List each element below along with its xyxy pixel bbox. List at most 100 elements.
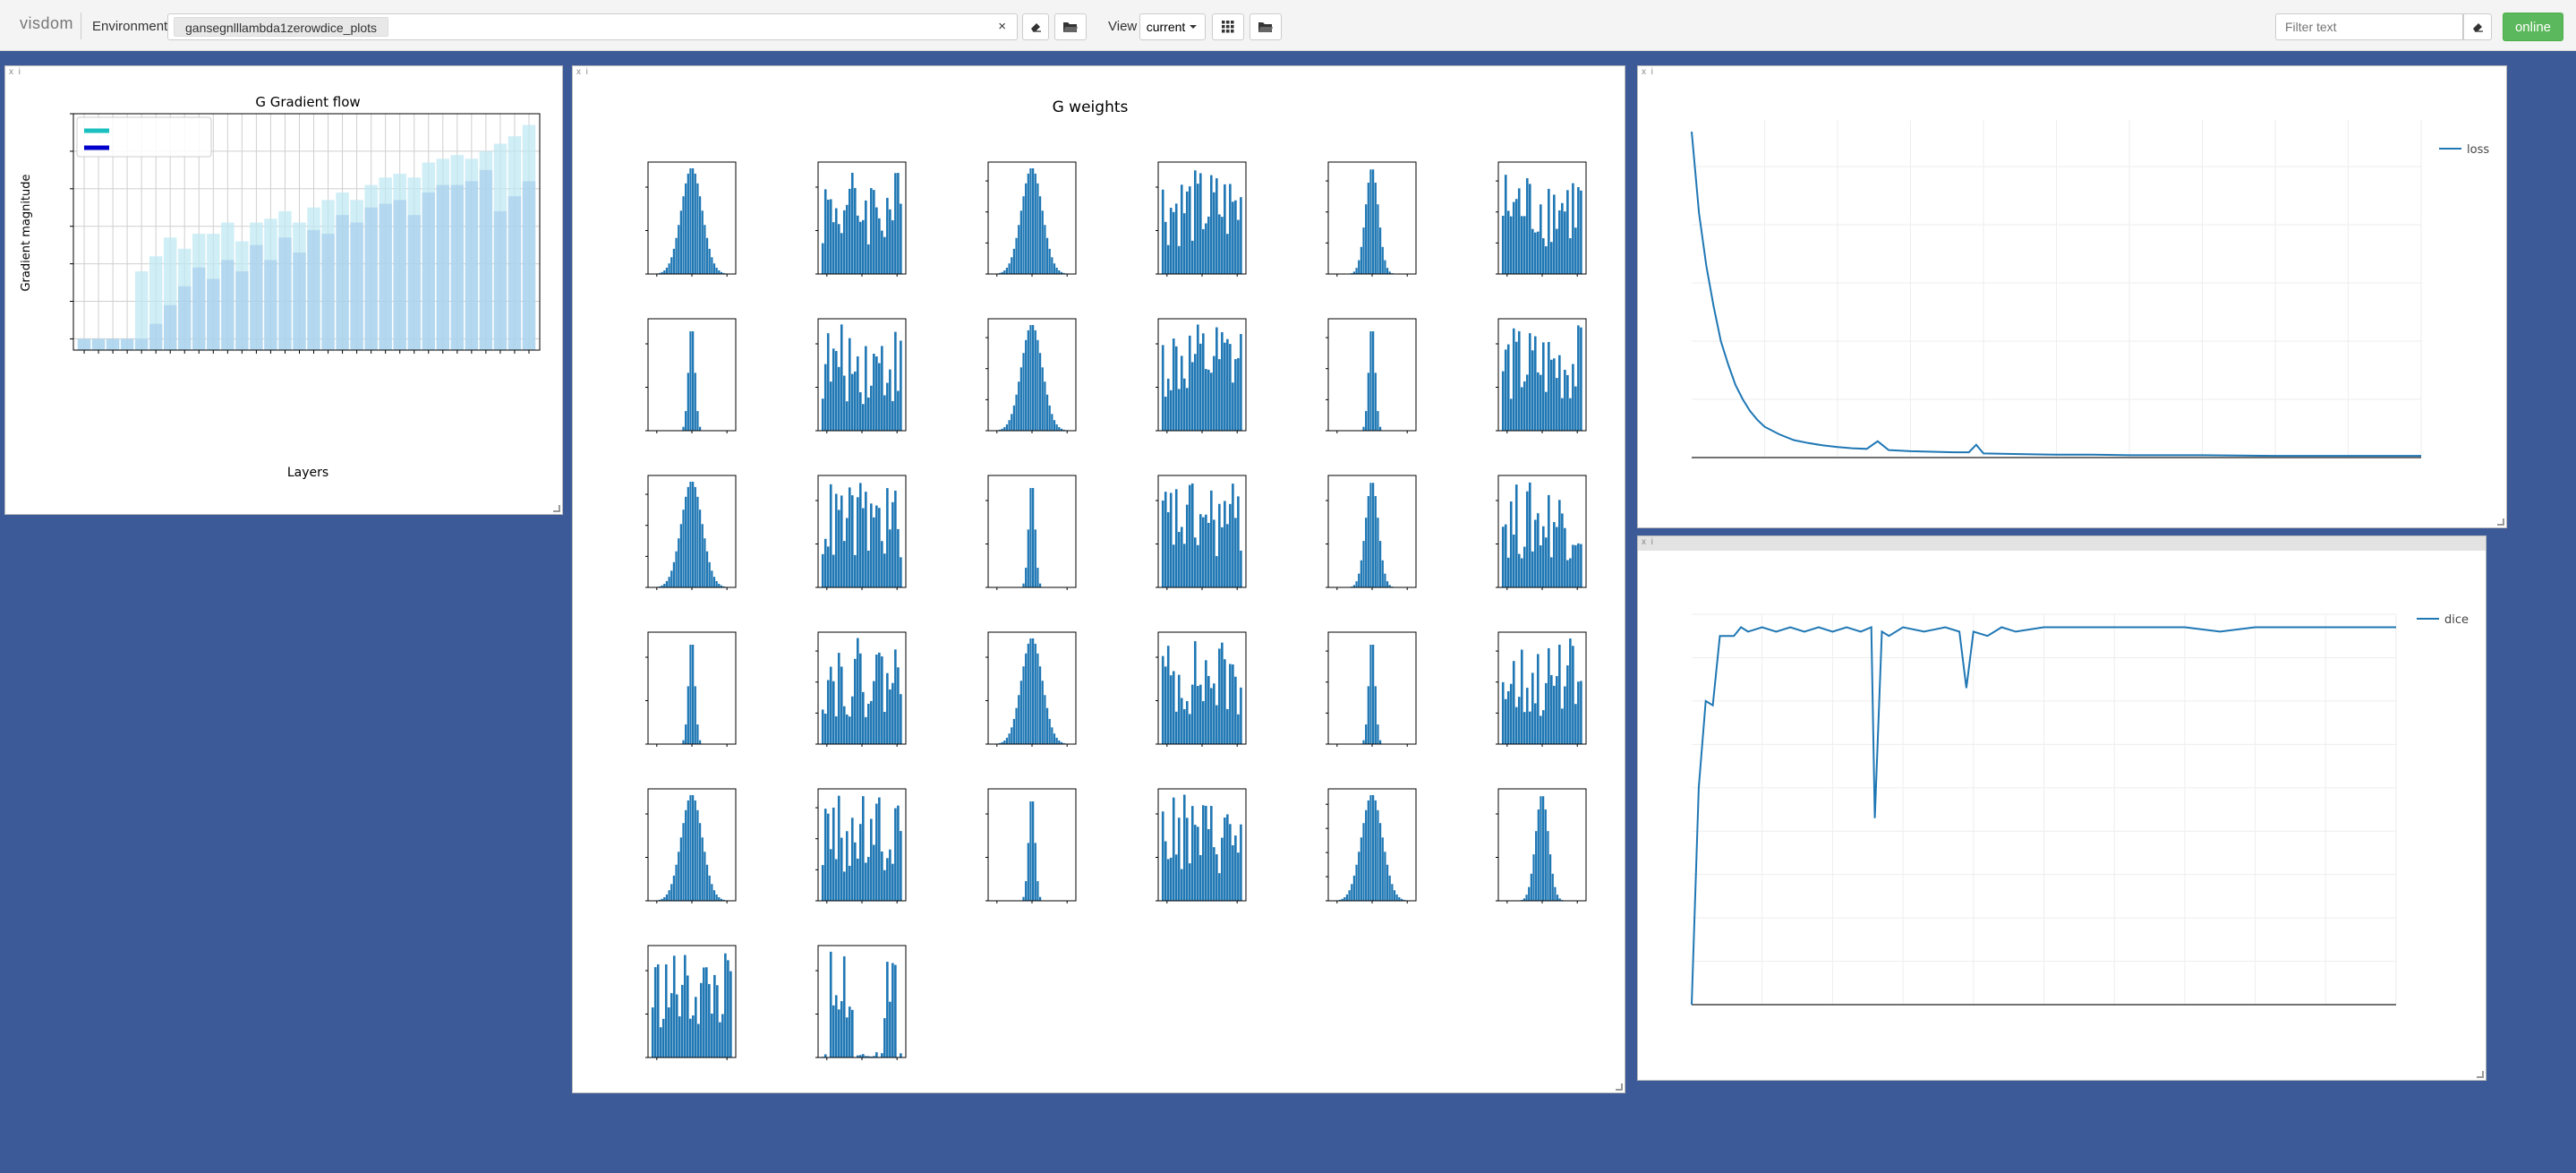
histogram-bar [886,962,889,1057]
clear-env-button[interactable] [1022,13,1049,40]
max-gradient-bar [134,271,149,350]
histogram-bar [894,173,897,274]
histogram-bar [823,809,827,901]
histogram-bar [886,488,889,587]
histogram-bar [1008,263,1011,274]
resize-handle[interactable] [553,505,560,512]
info-pane-icon[interactable]: i [1651,537,1653,547]
histogram-bar [1177,389,1181,431]
histogram-bar [1504,175,1507,274]
histogram-bar [1055,267,1058,274]
pane-header[interactable]: x i [1638,66,2506,81]
histogram-bar [1377,809,1379,901]
histogram-bar [1561,398,1564,431]
histogram-bar [1207,216,1210,274]
histogram-bar [856,215,859,274]
histogram-bar [1027,529,1029,587]
histogram-bar [722,899,725,901]
histogram-bar [1384,852,1386,901]
layout-grid-button[interactable] [1212,13,1244,40]
histogram-bar [894,490,897,587]
gradient-flow-pane[interactable]: x i G Gradient flow Layers Gradient magn… [4,65,563,515]
pane-header[interactable]: x i [1638,536,2486,551]
histogram-bar [840,324,843,431]
info-pane-icon[interactable]: i [18,67,21,77]
histogram-bar [1577,681,1580,744]
histogram-bar [1517,553,1521,587]
view-label: View [1108,19,1138,34]
histogram-bar [1172,544,1175,587]
brand-logo[interactable]: visdom [20,14,74,32]
close-pane-icon[interactable]: x [1642,67,1646,77]
histogram-bar [1517,697,1521,744]
histogram-bar [1341,898,1343,901]
histogram-bar [1362,740,1365,744]
loss-line-chart[interactable]: loss [1638,66,2506,527]
resize-handle[interactable] [2497,518,2504,526]
histogram-bar [1572,646,1574,744]
close-pane-icon[interactable]: x [1642,537,1646,547]
histogram-bar [1190,240,1194,274]
histogram-bar [821,553,824,587]
histogram-bar [1166,512,1170,587]
histogram-bar [862,691,865,744]
histogram-bar [1188,714,1191,744]
histogram-bar [1029,325,1032,431]
histogram-bar [661,898,663,901]
environment-select[interactable]: gansegnlllambda1zerowdice_plots × [167,13,1018,40]
histogram-bar [658,586,661,587]
histogram-bar [886,382,889,431]
online-status-button[interactable]: online [2503,13,2563,41]
histogram-frame [987,475,1077,588]
clear-environment-icon[interactable]: × [998,19,1006,34]
histogram-bar [1520,558,1523,587]
view-value: current [1146,20,1186,34]
filter-input[interactable] [2275,13,2463,40]
histogram-bar [1355,268,1358,274]
weights-pane[interactable]: x i G weights [572,65,1625,1093]
info-pane-icon[interactable]: i [1651,67,1653,77]
histogram-bar [840,1001,843,1057]
close-pane-icon[interactable]: x [9,67,13,77]
manage-views-button[interactable] [1250,13,1282,40]
mean-gradient-bar [393,200,406,350]
histogram-bar [867,703,870,744]
mean-gradient-bar [321,234,335,350]
histogram-bar [1198,855,1202,901]
loss-pane[interactable]: x i loss [1637,65,2507,528]
histogram-bar [848,188,851,274]
histogram-bar [1161,500,1164,587]
histogram-bar [701,524,704,587]
histogram-bar [689,331,692,431]
resize-handle[interactable] [2477,1071,2484,1078]
histogram-bar [1528,333,1531,431]
histogram-bar [832,222,835,274]
clear-filter-button[interactable] [2463,13,2492,40]
histogram-frame [1327,318,1417,432]
histogram-bar [829,484,832,587]
histogram-bar [682,196,685,274]
resize-handle[interactable] [1616,1083,1623,1091]
pane-header[interactable]: x i [573,66,1625,81]
histogram-bar [837,1009,840,1057]
histogram-bar [1202,700,1205,744]
histogram-bar [1558,898,1561,901]
pane-header[interactable]: x i [5,66,562,81]
dice-line-chart[interactable]: dice [1638,536,2486,1080]
histogram-bar [850,818,854,901]
histogram-bar [894,331,897,431]
histogram-bar [834,716,838,744]
mean-gradient-bar [278,237,292,350]
manage-env-button[interactable] [1054,13,1087,40]
histogram-bar [713,974,716,1057]
info-pane-icon[interactable]: i [585,67,588,77]
environment-label: Environment [92,19,168,34]
close-pane-icon[interactable]: x [576,67,581,77]
histogram-bar [1022,353,1025,431]
histogram-bar [826,333,830,431]
histogram-bar [661,271,663,274]
environment-tag[interactable]: gansegnlllambda1zerowdice_plots [174,17,389,37]
dice-pane[interactable]: x i dice [1637,535,2486,1081]
histogram-bar [1365,518,1368,587]
view-select[interactable]: current [1139,13,1206,40]
